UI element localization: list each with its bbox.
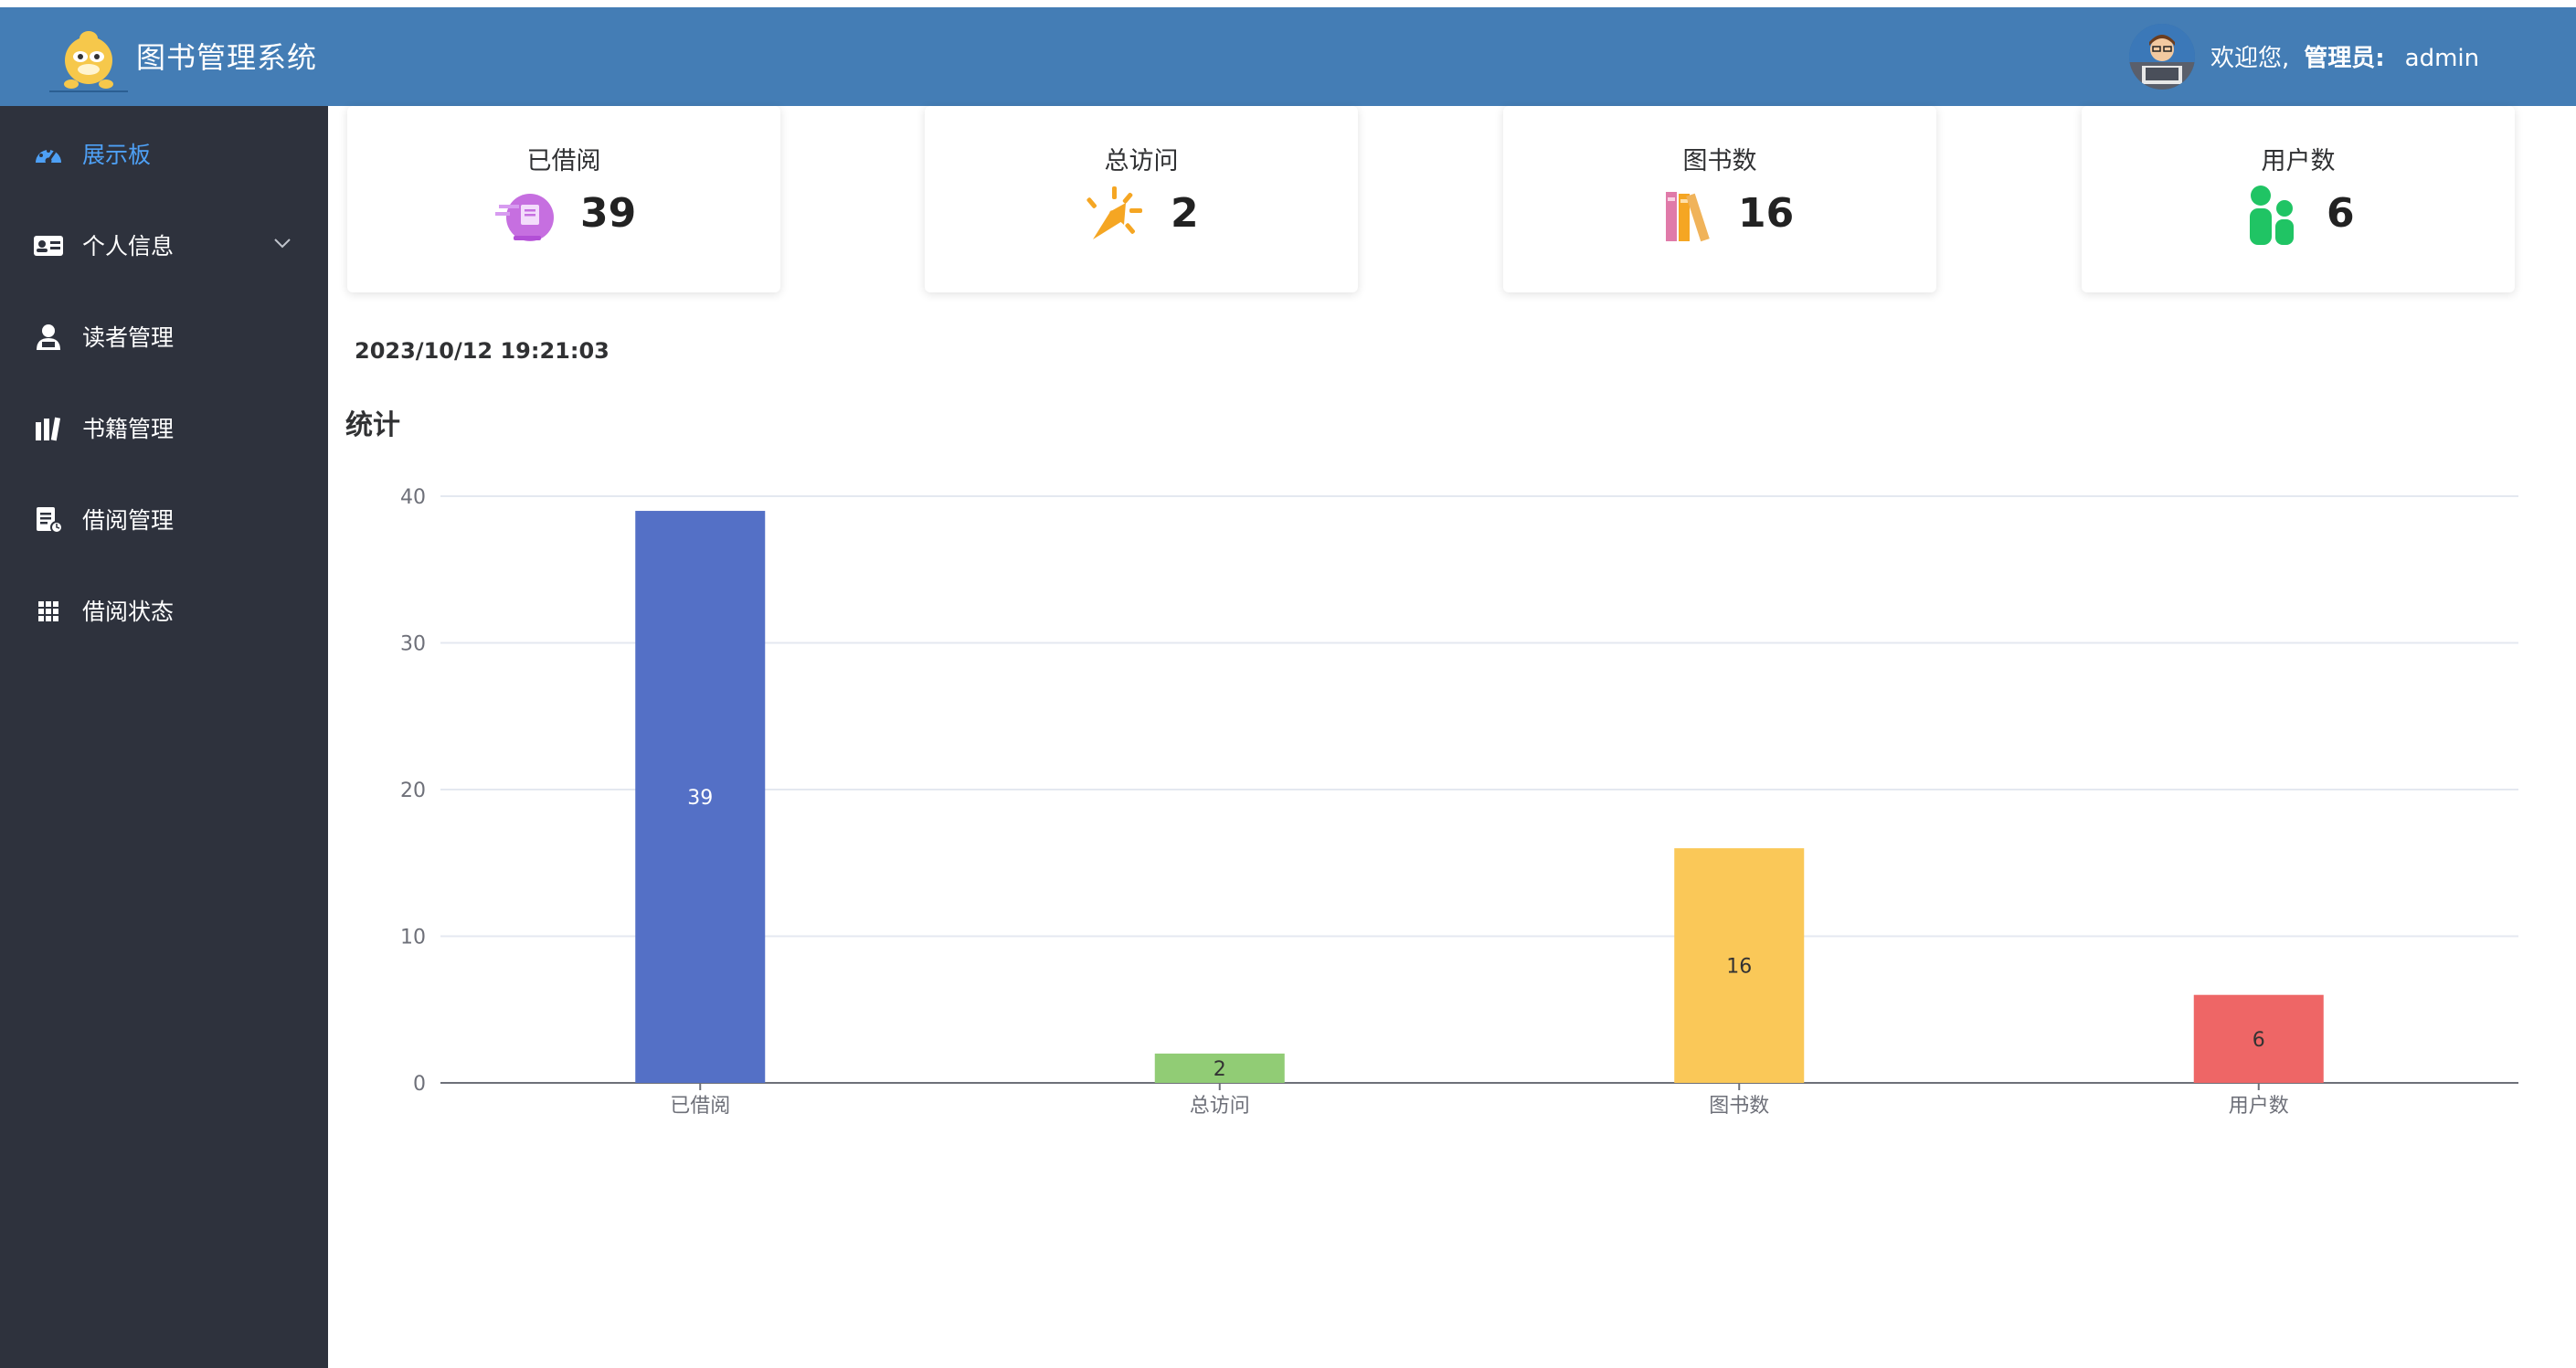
data-label: 2 — [1214, 1058, 1226, 1081]
sidebar-item-dashboard[interactable]: 展示板 — [0, 106, 328, 197]
app-title: 图书管理系统 — [136, 40, 318, 75]
chevron-down-icon — [274, 239, 291, 249]
sidebar-item-label: 书籍管理 — [82, 416, 175, 442]
role-label: 管理员: — [2304, 45, 2385, 72]
sidebar-item-borrow-status[interactable]: 借阅状态 — [0, 563, 328, 654]
sidebar-item-label: 展示板 — [82, 142, 152, 168]
sidebar-item-profile[interactable]: 个人信息 — [0, 197, 328, 289]
welcome-text: 欢迎您, 管理员: admin — [2210, 39, 2479, 73]
bar — [635, 511, 766, 1083]
sidebar-item-label: 借阅状态 — [82, 599, 175, 625]
stat-card-value: 16 — [1738, 190, 1795, 237]
username[interactable]: admin — [2404, 45, 2480, 72]
data-label: 39 — [687, 787, 713, 810]
sidebar-item-label: 个人信息 — [82, 233, 175, 260]
stat-card-title: 图书数 — [1682, 147, 1757, 175]
stat-card-books: 图书数 16 — [1503, 106, 1936, 292]
sidebar-item-books[interactable]: 书籍管理 — [0, 380, 328, 472]
stat-card-borrowed: 已借阅 39 — [347, 106, 780, 292]
statistics-bar-chart: 0 10 20 30 40 已借阅 39 总访问 2 图书数 16 用户数 6 — [400, 486, 2518, 1118]
sidebar-item-label: 读者管理 — [82, 324, 175, 351]
y-tick-label: 20 — [400, 779, 426, 802]
stat-card-title: 已借阅 — [526, 147, 601, 175]
app-logo-icon — [49, 31, 128, 92]
section-title: 统计 — [345, 409, 400, 441]
borrow-doc-icon — [37, 507, 63, 534]
stat-card-value: 39 — [580, 190, 637, 237]
stat-card-title: 用户数 — [2261, 147, 2336, 175]
current-timestamp: 2023/10/12 19:21:03 — [355, 338, 610, 364]
welcome-greeting: 欢迎您, — [2210, 45, 2290, 72]
visits-icon — [1087, 186, 1142, 239]
x-tick-label: 总访问 — [1190, 1095, 1250, 1118]
stat-card-value: 2 — [1171, 190, 1199, 237]
sidebar-item-readers[interactable]: 读者管理 — [0, 289, 328, 380]
dashboard-icon — [36, 149, 61, 164]
books-icon — [36, 417, 61, 441]
stat-card-title: 总访问 — [1104, 147, 1179, 175]
data-label: 16 — [1726, 956, 1752, 979]
sidebar: 展示板 个人信息 读者管理 书籍管理 — [0, 106, 328, 1368]
borrowed-icon — [495, 194, 554, 241]
x-tick-label: 用户数 — [2229, 1095, 2289, 1118]
grid-icon — [38, 601, 58, 621]
sidebar-item-borrow-management[interactable]: 借阅管理 — [0, 472, 328, 563]
books-count-icon — [1666, 192, 1710, 242]
id-card-icon — [34, 236, 63, 256]
stat-card-visits: 总访问 2 — [925, 106, 1358, 292]
bar — [2193, 994, 2324, 1083]
users-icon — [2250, 186, 2294, 245]
stat-card-users: 用户数 6 — [2082, 106, 2515, 292]
bar — [1154, 1053, 1285, 1083]
x-tick-label: 图书数 — [1709, 1095, 1769, 1118]
y-tick-label: 30 — [400, 633, 426, 656]
stat-card-value: 6 — [2327, 190, 2355, 237]
bar — [1674, 848, 1805, 1083]
y-tick-label: 10 — [400, 927, 426, 949]
data-label: 6 — [2253, 1029, 2265, 1052]
y-tick-label: 0 — [413, 1073, 426, 1096]
reader-icon — [37, 324, 60, 350]
app-header: 图书管理系统 欢迎您, 管理员: admin — [0, 7, 2576, 106]
sidebar-item-label: 借阅管理 — [82, 507, 175, 534]
user-avatar[interactable] — [2129, 24, 2195, 90]
x-tick-label: 已借阅 — [670, 1095, 730, 1118]
y-tick-label: 40 — [400, 486, 426, 509]
avatar-icon — [2129, 24, 2195, 90]
